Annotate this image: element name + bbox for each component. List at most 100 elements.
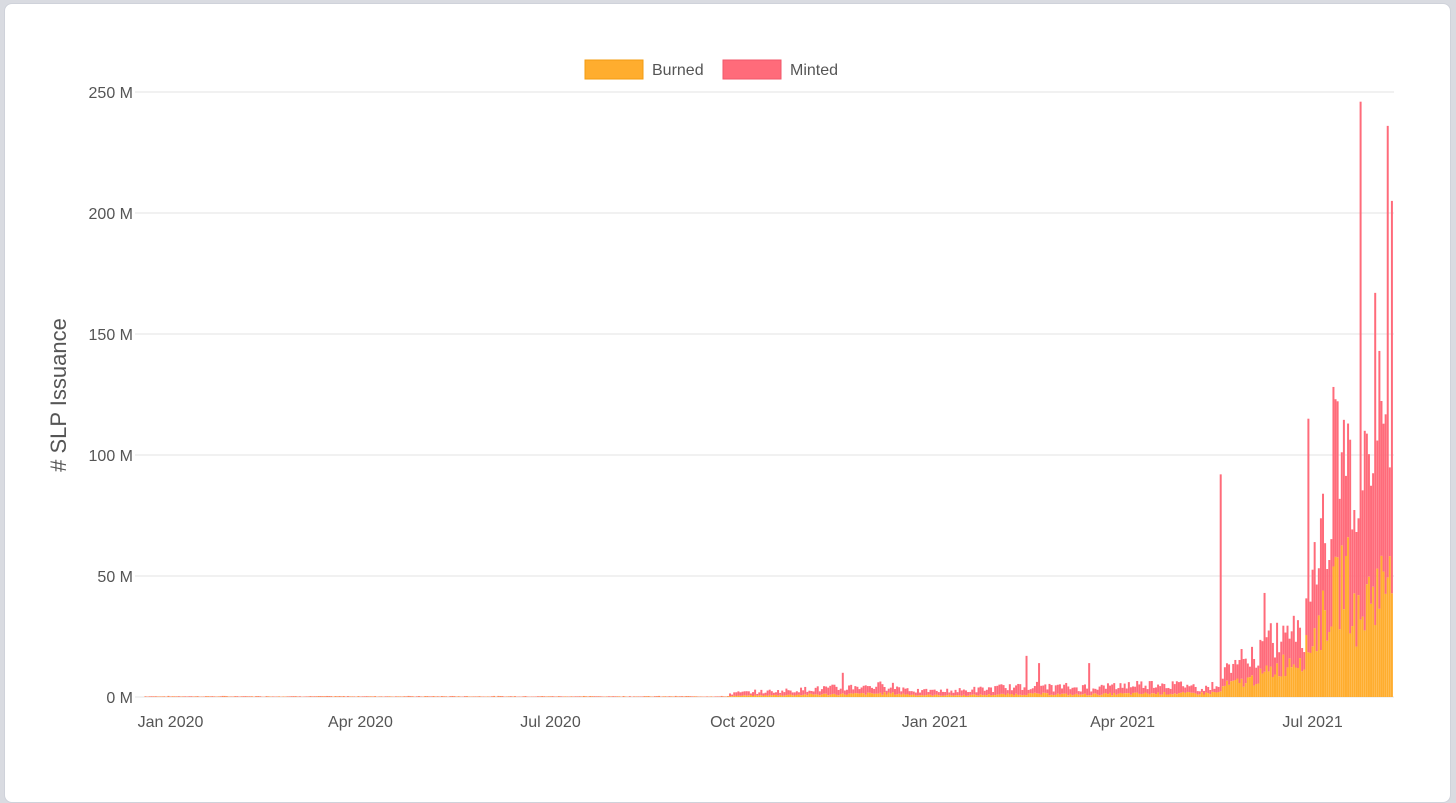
bar-minted[interactable]: [1387, 126, 1389, 578]
bar-burned[interactable]: [694, 696, 696, 697]
bar-minted[interactable]: [944, 692, 946, 696]
bar-burned[interactable]: [1030, 693, 1032, 697]
bar-burned[interactable]: [1178, 693, 1180, 697]
bar-minted[interactable]: [781, 691, 783, 696]
bar-burned[interactable]: [957, 695, 959, 697]
bar-minted[interactable]: [1124, 684, 1126, 694]
bar-minted[interactable]: [293, 696, 295, 697]
bar-minted[interactable]: [1347, 424, 1349, 538]
bar-burned[interactable]: [1026, 695, 1028, 697]
bar-minted[interactable]: [1243, 659, 1245, 687]
bar-minted[interactable]: [813, 691, 815, 694]
bar-burned[interactable]: [1366, 584, 1368, 697]
bar-minted[interactable]: [1234, 660, 1236, 680]
bar-burned[interactable]: [783, 696, 785, 697]
bar-burned[interactable]: [815, 694, 817, 697]
bar-burned[interactable]: [1115, 695, 1117, 697]
bar-burned[interactable]: [881, 695, 883, 697]
bar-minted[interactable]: [752, 692, 754, 696]
bar-burned[interactable]: [1161, 694, 1163, 697]
bar-minted[interactable]: [919, 693, 921, 696]
bar-minted[interactable]: [1086, 689, 1088, 696]
bar-minted[interactable]: [940, 690, 942, 696]
bar-minted[interactable]: [1224, 667, 1226, 686]
bar-burned[interactable]: [867, 693, 869, 697]
bar-minted[interactable]: [904, 689, 906, 695]
bar-burned[interactable]: [1076, 694, 1078, 697]
bar-minted[interactable]: [823, 686, 825, 694]
bar-burned[interactable]: [959, 695, 961, 697]
bar-burned[interactable]: [1032, 694, 1034, 697]
bar-burned[interactable]: [1124, 693, 1126, 697]
bar-burned[interactable]: [1186, 692, 1188, 697]
bar-minted[interactable]: [1090, 691, 1092, 695]
bar-burned[interactable]: [1092, 694, 1094, 697]
bar-minted[interactable]: [1103, 686, 1105, 694]
bar-minted[interactable]: [767, 691, 769, 696]
bar-minted[interactable]: [1061, 688, 1063, 693]
bar-minted[interactable]: [1383, 424, 1385, 572]
bar-burned[interactable]: [825, 694, 827, 697]
bar-burned[interactable]: [1163, 692, 1165, 697]
bar-burned[interactable]: [1028, 694, 1030, 697]
bar-burned[interactable]: [744, 695, 746, 697]
bar-burned[interactable]: [767, 696, 769, 697]
bar-minted[interactable]: [1040, 686, 1042, 695]
bar-minted[interactable]: [1117, 688, 1119, 694]
bar-minted[interactable]: [537, 696, 539, 697]
bar-minted[interactable]: [1101, 685, 1103, 695]
bar-minted[interactable]: [1161, 683, 1163, 694]
bar-minted[interactable]: [836, 687, 838, 695]
bar-burned[interactable]: [1149, 694, 1151, 697]
bar-minted[interactable]: [1174, 684, 1176, 693]
bar-burned[interactable]: [1326, 641, 1328, 697]
bar-burned[interactable]: [1349, 633, 1351, 697]
bar-burned[interactable]: [1345, 556, 1347, 697]
bar-burned[interactable]: [1253, 686, 1255, 697]
bar-burned[interactable]: [1017, 695, 1019, 697]
bar-minted[interactable]: [1264, 593, 1266, 672]
bar-burned[interactable]: [1291, 667, 1293, 697]
bar-burned[interactable]: [739, 696, 741, 697]
bar-minted[interactable]: [364, 696, 366, 697]
bar-burned[interactable]: [1274, 675, 1276, 697]
bar-minted[interactable]: [982, 688, 984, 696]
bar-burned[interactable]: [936, 695, 938, 697]
bar-minted[interactable]: [1176, 681, 1178, 694]
bar-minted[interactable]: [1391, 201, 1393, 593]
bar-minted[interactable]: [756, 694, 758, 696]
bar-burned[interactable]: [1335, 557, 1337, 697]
bar-burned[interactable]: [894, 695, 896, 697]
bar-minted[interactable]: [1021, 690, 1023, 695]
bar-minted[interactable]: [289, 696, 291, 697]
bar-minted[interactable]: [493, 696, 495, 697]
bar-burned[interactable]: [898, 694, 900, 697]
bar-burned[interactable]: [955, 695, 957, 697]
bar-minted[interactable]: [608, 696, 610, 697]
bar-minted[interactable]: [1299, 628, 1301, 658]
bar-minted[interactable]: [1080, 692, 1082, 695]
bar-minted[interactable]: [898, 687, 900, 694]
bar-minted[interactable]: [1241, 649, 1243, 679]
bar-burned[interactable]: [892, 692, 894, 697]
bar-burned[interactable]: [1130, 695, 1132, 697]
bar-minted[interactable]: [220, 696, 222, 697]
bar-minted[interactable]: [1245, 659, 1247, 683]
bar-minted[interactable]: [873, 689, 875, 694]
bar-burned[interactable]: [1044, 693, 1046, 697]
bar-minted[interactable]: [1268, 631, 1270, 672]
bar-minted[interactable]: [464, 696, 466, 697]
bar-burned[interactable]: [788, 695, 790, 697]
legend-label-burned[interactable]: Burned: [652, 62, 704, 79]
bar-minted[interactable]: [1330, 539, 1332, 626]
bar-burned[interactable]: [737, 695, 739, 697]
bar-burned[interactable]: [1261, 674, 1263, 697]
bar-minted[interactable]: [669, 696, 671, 697]
bar-burned[interactable]: [1103, 693, 1105, 697]
bar-minted[interactable]: [320, 696, 322, 697]
bar-burned[interactable]: [827, 695, 829, 697]
bar-minted[interactable]: [865, 685, 867, 694]
bar-burned[interactable]: [1226, 681, 1228, 697]
bar-minted[interactable]: [896, 687, 898, 695]
bar-minted[interactable]: [385, 696, 387, 697]
